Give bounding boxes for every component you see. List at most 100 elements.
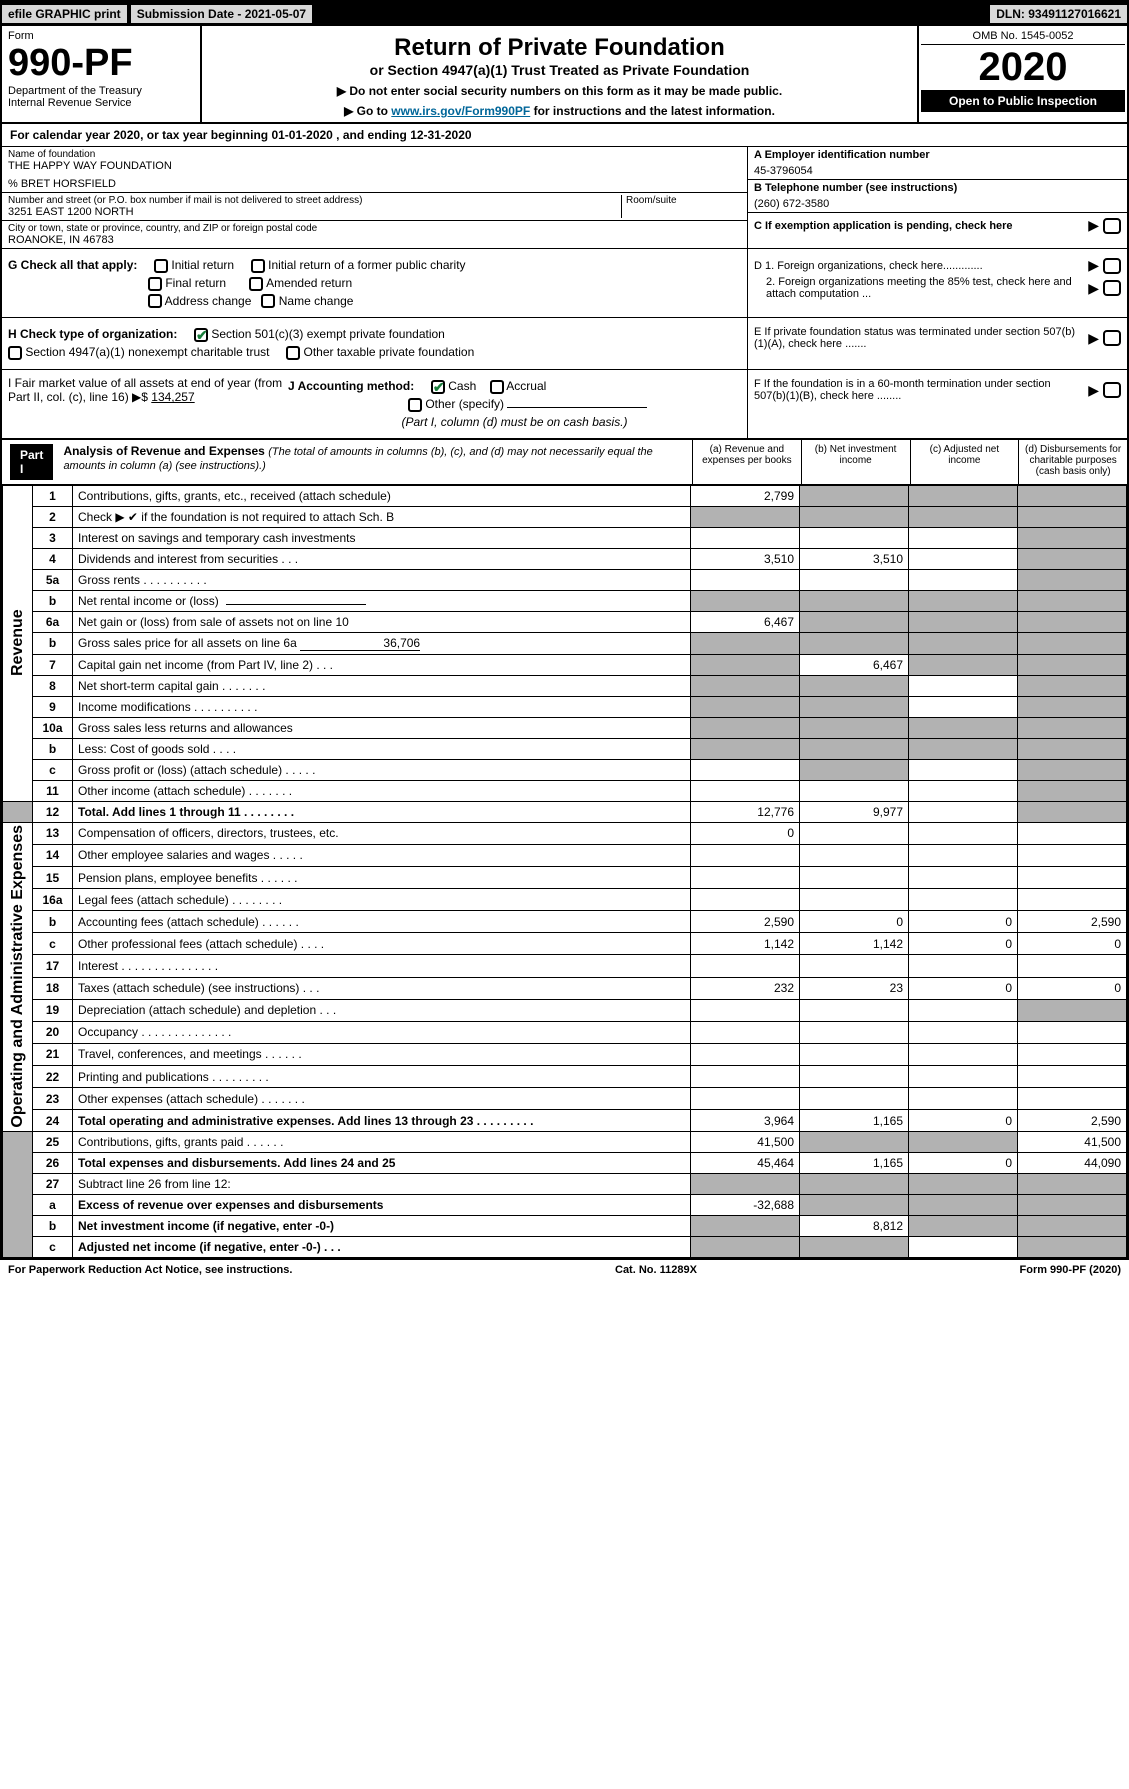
amt-d <box>1018 654 1127 675</box>
amt-d <box>1018 548 1127 569</box>
amt-d: 41,500 <box>1018 1132 1127 1153</box>
amt-b <box>800 999 909 1021</box>
accrual-checkbox[interactable] <box>490 380 504 394</box>
amt-a: 41,500 <box>691 1132 800 1153</box>
amended-checkbox[interactable] <box>249 277 263 291</box>
amt-a <box>691 654 800 675</box>
row-desc: Less: Cost of goods sold . . . . <box>73 738 691 759</box>
e-checkbox[interactable] <box>1103 330 1121 346</box>
table-row: 17 Interest . . . . . . . . . . . . . . … <box>3 955 1127 977</box>
amt-b <box>800 506 909 527</box>
accrual-label: Accrual <box>506 379 546 393</box>
note-ssn: ▶ Do not enter social security numbers o… <box>212 84 907 98</box>
table-row: b Gross sales price for all assets on li… <box>3 632 1127 654</box>
cal-mid: , and ending <box>333 128 410 142</box>
amt-c <box>909 867 1018 889</box>
amt-d <box>1018 696 1127 717</box>
amt-b <box>800 590 909 611</box>
table-row: 27 Subtract line 26 from line 12: <box>3 1174 1127 1195</box>
amt-b: 1,165 <box>800 1110 909 1132</box>
row-num: a <box>33 1195 73 1216</box>
row-num: 13 <box>33 822 73 844</box>
table-row: 3 Interest on savings and temporary cash… <box>3 527 1127 548</box>
table-row: b Net investment income (if negative, en… <box>3 1216 1127 1237</box>
note2-post: for instructions and the latest informat… <box>530 104 775 118</box>
amt-b: 3,510 <box>800 548 909 569</box>
row-desc: Legal fees (attach schedule) . . . . . .… <box>73 889 691 911</box>
table-row: 15 Pension plans, employee benefits . . … <box>3 867 1127 889</box>
cash-checkbox[interactable] <box>431 380 445 394</box>
part1-label-cell: Part I Analysis of Revenue and Expenses … <box>2 440 692 484</box>
name-change-checkbox[interactable] <box>261 294 275 308</box>
header-right: OMB No. 1545-0052 2020 Open to Public In… <box>917 26 1127 122</box>
row-desc: Net rental income or (loss) <box>73 590 691 611</box>
check-left-h: H Check type of organization: Section 50… <box>2 318 747 369</box>
sec501-checkbox[interactable] <box>194 328 208 342</box>
amt-a <box>691 1043 800 1065</box>
amt-c <box>909 1195 1018 1216</box>
final-checkbox[interactable] <box>148 277 162 291</box>
arrow-icon: ▶ <box>1088 330 1099 347</box>
amt-c <box>909 506 1018 527</box>
table-row: Revenue 1 Contributions, gifts, grants, … <box>3 485 1127 506</box>
irs-link[interactable]: www.irs.gov/Form990PF <box>391 104 530 118</box>
calendar-year: For calendar year 2020, or tax year begi… <box>2 124 1127 147</box>
h-label: H Check type of organization: <box>8 327 177 341</box>
amt-a <box>691 527 800 548</box>
dln-number: DLN: 93491127016621 <box>990 5 1127 23</box>
amt-a: 1,142 <box>691 933 800 955</box>
table-row: 21 Travel, conferences, and meetings . .… <box>3 1043 1127 1065</box>
other-spec-checkbox[interactable] <box>408 398 422 412</box>
amt-a <box>691 889 800 911</box>
row-desc: Excess of revenue over expenses and disb… <box>73 1195 691 1216</box>
row-num: 4 <box>33 548 73 569</box>
amt-c <box>909 1237 1018 1258</box>
amt-b <box>800 675 909 696</box>
amt-a <box>691 1174 800 1195</box>
amt-a <box>691 955 800 977</box>
row-desc: Total. Add lines 1 through 11 . . . . . … <box>73 801 691 822</box>
initial-former-checkbox[interactable] <box>251 259 265 273</box>
amt-d <box>1018 717 1127 738</box>
amt-c <box>909 590 1018 611</box>
amt-d <box>1018 569 1127 590</box>
submission-date: Submission Date - 2021-05-07 <box>131 5 312 23</box>
table-row: 18 Taxes (attach schedule) (see instruct… <box>3 977 1127 999</box>
addr-change-label: Address change <box>165 294 252 308</box>
row-desc: Adjusted net income (if negative, enter … <box>73 1237 691 1258</box>
amt-a <box>691 999 800 1021</box>
amt-d <box>1018 1021 1127 1043</box>
amt-c <box>909 1132 1018 1153</box>
sec4947-checkbox[interactable] <box>8 346 22 360</box>
check-section-3: I Fair market value of all assets at end… <box>2 370 1127 439</box>
row-desc: Total expenses and disbursements. Add li… <box>73 1153 691 1174</box>
other-tax-checkbox[interactable] <box>286 346 300 360</box>
d2-checkbox[interactable] <box>1103 280 1121 296</box>
amt-d <box>1018 1174 1127 1195</box>
amt-d: 0 <box>1018 977 1127 999</box>
header-left: Form 990-PF Department of the Treasury I… <box>2 26 202 122</box>
row-num: b <box>33 911 73 933</box>
row-desc: Capital gain net income (from Part IV, l… <box>73 654 691 675</box>
table-row: 19 Depreciation (attach schedule) and de… <box>3 999 1127 1021</box>
amt-c: 0 <box>909 1153 1018 1174</box>
addr-change-checkbox[interactable] <box>148 294 162 308</box>
row-desc-text: Net rental income or (loss) <box>78 594 222 608</box>
amt-b <box>800 569 909 590</box>
amt-c <box>909 955 1018 977</box>
amt-a: 6,467 <box>691 611 800 632</box>
amt-c <box>909 485 1018 506</box>
d1-checkbox[interactable] <box>1103 258 1121 274</box>
initial-checkbox[interactable] <box>154 259 168 273</box>
table-row: 4 Dividends and interest from securities… <box>3 548 1127 569</box>
amt-a <box>691 696 800 717</box>
f-checkbox[interactable] <box>1103 382 1121 398</box>
amt-a <box>691 780 800 801</box>
c-checkbox[interactable] <box>1103 218 1121 234</box>
amt-b <box>800 955 909 977</box>
row-num: 14 <box>33 844 73 866</box>
amt-a: 3,964 <box>691 1110 800 1132</box>
row-num: 5a <box>33 569 73 590</box>
amt-c <box>909 889 1018 911</box>
row-desc: Gross sales price for all assets on line… <box>73 632 691 654</box>
